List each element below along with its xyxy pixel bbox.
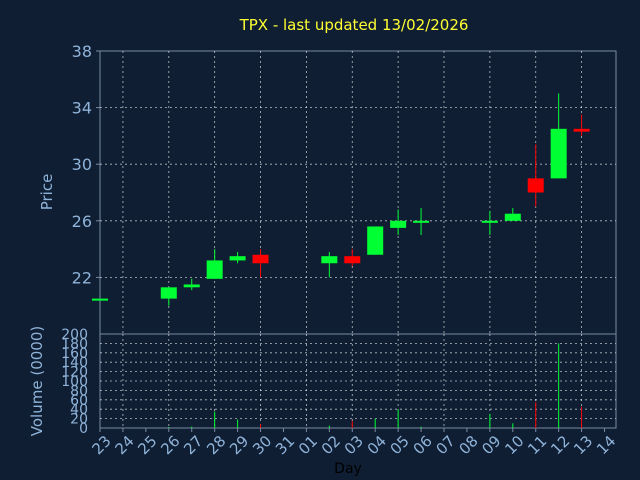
candle-body [344,256,361,264]
volume-tick-label: 0 [79,421,88,437]
price-tick-label: 30 [72,155,92,174]
candle-body [206,260,223,279]
candle-body [92,298,108,301]
candle-body [573,128,590,132]
price-tick-label: 26 [72,212,92,231]
candle-body [321,256,338,264]
candle-body [367,226,384,255]
candle-body [229,256,246,261]
candle-body [183,284,200,288]
x-axis: 2324252627282930310102030405060708091011… [89,428,619,458]
candle-body [481,220,498,223]
volume-tick-label: 140 [61,355,88,371]
x-tick-label: 14 [593,432,619,458]
candle-body [160,287,177,299]
price-tick-label: 38 [72,42,92,61]
volume-tick-label: 100 [61,374,88,390]
volume-tick-label: 160 [61,346,88,362]
volume-axis-label: Volume (0000) [28,326,46,436]
volume-tick-label: 200 [61,327,88,343]
chart-title: TPX - last updated 13/02/2026 [239,16,469,34]
candle-body [550,128,567,179]
volume-tick-label: 120 [61,365,88,381]
price-tick-label: 34 [72,99,92,118]
volume-tick-label: 80 [70,383,88,399]
volume-frame [99,333,617,429]
x-axis-label: Day [334,461,362,477]
volume-tick-label: 180 [61,336,88,352]
price-axis-label: Price [38,174,56,211]
candle-body [527,178,544,193]
candle-body [390,220,407,228]
volume-tick-label: 40 [70,402,88,418]
price-panel: 22 26 30 34 38 [72,42,617,335]
candle-body [252,254,269,264]
volume-tick-label: 20 [70,412,88,428]
volume-tick-label: 60 [70,393,88,409]
candle-body [413,220,430,223]
candle-body [504,213,521,221]
price-tick-label: 22 [72,268,92,287]
